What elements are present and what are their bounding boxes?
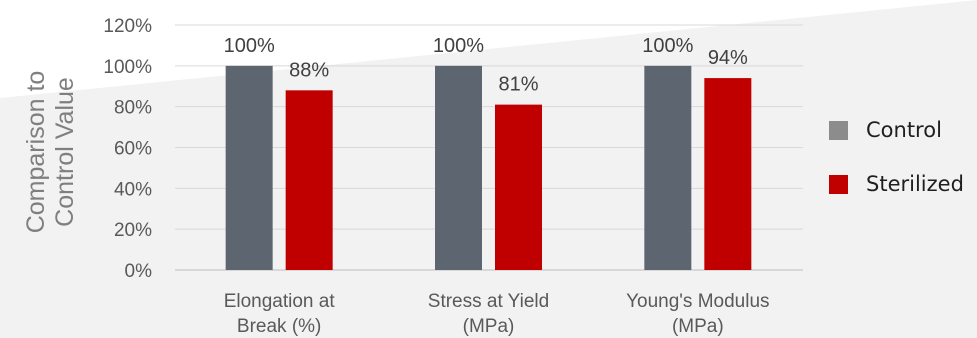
legend-swatch-control — [829, 120, 848, 140]
data-labels: 100% 88% 100% 81% 100% 94% — [224, 35, 748, 96]
legend-item-sterilized: Sterilized — [829, 172, 964, 196]
category-label: Young's Modulus — [626, 291, 769, 312]
y-tick-label: 80% — [114, 98, 152, 119]
bar-sterilized-2 — [495, 104, 542, 270]
y-axis-label-line-2: Control Value — [51, 77, 79, 227]
data-label-control-2: 100% — [433, 35, 484, 57]
legend: Control Sterilized — [829, 118, 964, 196]
bars — [225, 65, 752, 270]
y-tick-label: 20% — [114, 220, 152, 241]
y-axis-label: Comparison to Control Value — [22, 71, 79, 234]
y-axis-label-line-1: Comparison to — [22, 71, 50, 234]
category-label: (MPa) — [463, 316, 515, 337]
category-label: Break (%) — [237, 316, 321, 337]
legend-label-control: Control — [866, 118, 942, 142]
data-label-control-1: 100% — [224, 35, 275, 57]
bar-sterilized-3 — [704, 78, 752, 270]
y-tick-label: 0% — [125, 261, 153, 282]
y-tick-label: 120% — [103, 16, 152, 37]
data-label-sterilized-3: 94% — [708, 47, 748, 69]
data-label-sterilized-2: 81% — [498, 74, 538, 96]
category-label: Elongation at — [224, 291, 336, 312]
y-tick-labels: 0% 20% 40% 60% 80% 100% 120% — [103, 16, 152, 282]
bar-sterilized-1 — [285, 90, 333, 270]
legend-item-control: Control — [829, 118, 964, 142]
bar-control-2 — [435, 65, 482, 270]
y-tick-label: 40% — [114, 179, 152, 200]
legend-swatch-sterilized — [829, 174, 848, 194]
data-label-control-3: 100% — [642, 35, 693, 57]
y-tick-label: 60% — [114, 139, 152, 160]
bar-control-3 — [644, 65, 692, 270]
data-label-sterilized-1: 88% — [289, 59, 329, 81]
legend-label-sterilized: Sterilized — [866, 172, 964, 196]
y-tick-label: 100% — [103, 57, 152, 78]
category-labels: Elongation at Break (%) Stress at Yield (MP… — [224, 291, 770, 337]
category-label: Stress at Yield — [428, 291, 549, 312]
bar-control-1 — [225, 65, 273, 270]
category-label: (MPa) — [672, 316, 724, 337]
gridlines — [175, 24, 803, 271]
